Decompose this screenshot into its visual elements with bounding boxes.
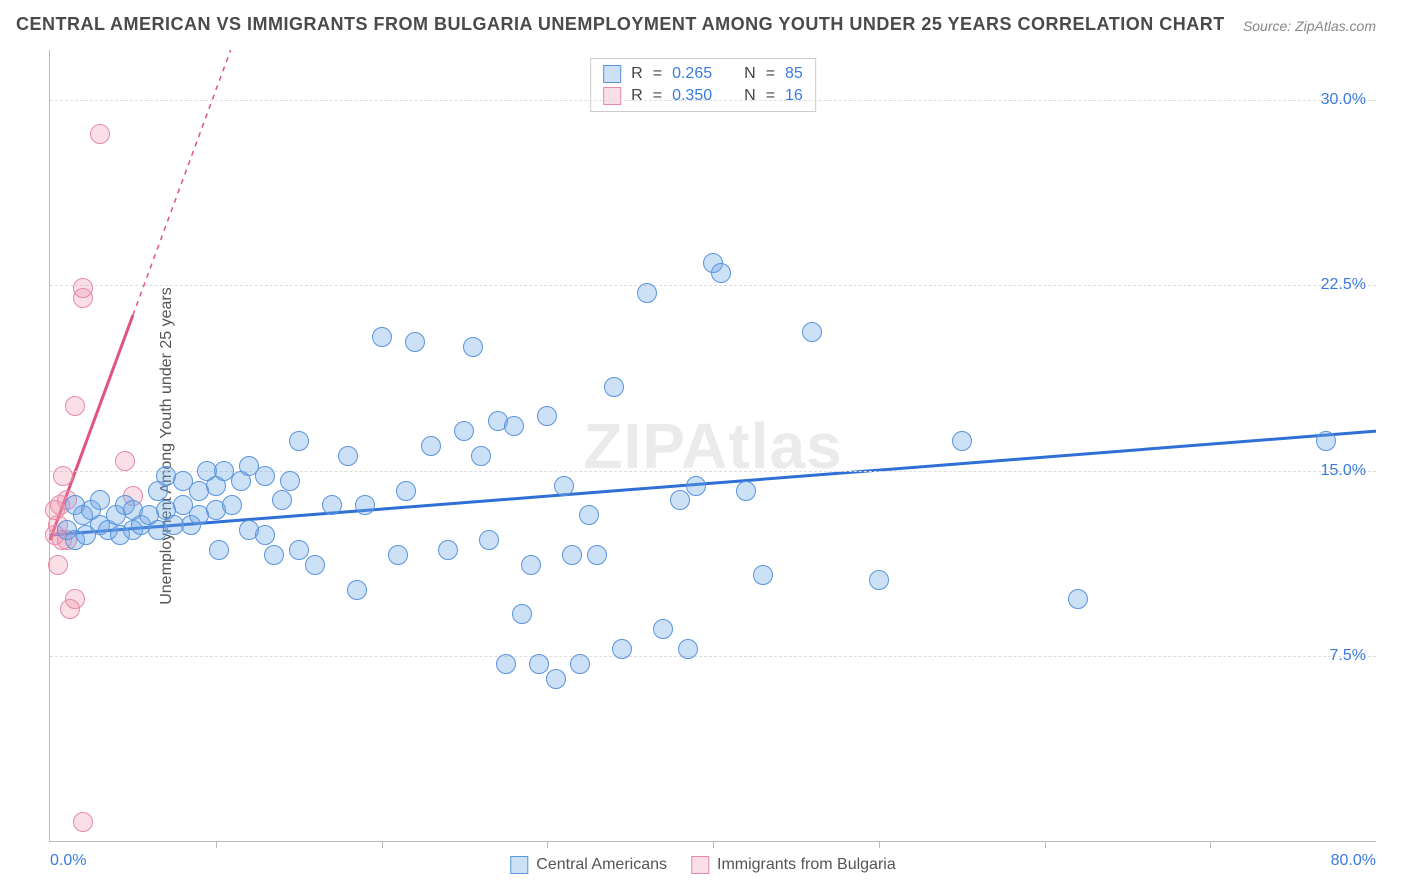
series-legend: Central Americans Immigrants from Bulgar… <box>510 856 895 874</box>
data-point-a <box>686 476 706 496</box>
data-point-a <box>1068 589 1088 609</box>
data-point-a <box>562 545 582 565</box>
data-point-a <box>612 639 632 659</box>
data-point-a <box>802 322 822 342</box>
data-point-a <box>653 619 673 639</box>
source-attribution: Source: ZipAtlas.com <box>1243 18 1376 34</box>
data-point-a <box>570 654 590 674</box>
data-point-a <box>421 436 441 456</box>
data-point-a <box>90 490 110 510</box>
data-point-b <box>65 396 85 416</box>
data-point-a <box>736 481 756 501</box>
data-point-a <box>512 604 532 624</box>
data-point-a <box>637 283 657 303</box>
data-point-a <box>579 505 599 525</box>
x-min-label: 0.0% <box>50 852 86 870</box>
data-point-a <box>209 540 229 560</box>
data-point-a <box>1316 431 1336 451</box>
legend-label-b: Immigrants from Bulgaria <box>717 856 896 874</box>
data-point-a <box>280 471 300 491</box>
data-point-a <box>438 540 458 560</box>
data-point-a <box>255 466 275 486</box>
data-point-a <box>521 555 541 575</box>
swatch-a-bottom <box>510 856 528 874</box>
legend-label-a: Central Americans <box>536 856 667 874</box>
data-point-a <box>952 431 972 451</box>
data-point-a <box>546 669 566 689</box>
data-point-a <box>222 495 242 515</box>
data-point-a <box>264 545 284 565</box>
legend-item-a: Central Americans <box>510 856 667 874</box>
data-point-a <box>587 545 607 565</box>
chart-container: CENTRAL AMERICAN VS IMMIGRANTS FROM BULG… <box>0 0 1406 892</box>
data-point-a <box>670 490 690 510</box>
data-point-a <box>529 654 549 674</box>
data-point-a <box>471 446 491 466</box>
data-point-a <box>454 421 474 441</box>
data-point-b <box>115 451 135 471</box>
data-point-a <box>479 530 499 550</box>
data-point-a <box>405 332 425 352</box>
data-point-a <box>338 446 358 466</box>
data-point-a <box>322 495 342 515</box>
data-point-a <box>753 565 773 585</box>
data-point-a <box>272 490 292 510</box>
x-tick <box>713 842 714 848</box>
data-point-a <box>255 525 275 545</box>
watermark: ZIPAtlas <box>583 409 842 483</box>
data-point-a <box>463 337 483 357</box>
data-point-b <box>48 555 68 575</box>
data-point-a <box>289 540 309 560</box>
data-point-a <box>554 476 574 496</box>
data-point-a <box>604 377 624 397</box>
y-tick-label: 7.5% <box>1330 647 1366 665</box>
swatch-b-bottom <box>691 856 709 874</box>
data-point-a <box>388 545 408 565</box>
data-point-a <box>496 654 516 674</box>
x-tick <box>547 842 548 848</box>
data-point-b <box>65 589 85 609</box>
data-point-a <box>355 495 375 515</box>
chart-title: CENTRAL AMERICAN VS IMMIGRANTS FROM BULG… <box>16 14 1225 35</box>
data-point-a <box>305 555 325 575</box>
gridline <box>50 100 1376 101</box>
y-tick-label: 30.0% <box>1321 91 1366 109</box>
x-max-label: 80.0% <box>1331 852 1376 870</box>
x-tick <box>382 842 383 848</box>
data-point-a <box>537 406 557 426</box>
data-point-a <box>372 327 392 347</box>
x-tick <box>1045 842 1046 848</box>
plot-area: ZIPAtlas <box>50 50 1376 842</box>
data-point-b <box>73 812 93 832</box>
gridline <box>50 656 1376 657</box>
y-tick-label: 15.0% <box>1321 462 1366 480</box>
data-point-b <box>73 278 93 298</box>
x-tick <box>216 842 217 848</box>
data-point-a <box>347 580 367 600</box>
data-point-b <box>90 124 110 144</box>
data-point-b <box>53 466 73 486</box>
data-point-a <box>711 263 731 283</box>
data-point-a <box>396 481 416 501</box>
data-point-a <box>678 639 698 659</box>
legend-item-b: Immigrants from Bulgaria <box>691 856 896 874</box>
y-tick-label: 22.5% <box>1321 276 1366 294</box>
y-axis-line <box>49 50 50 842</box>
x-tick <box>1210 842 1211 848</box>
data-point-a <box>869 570 889 590</box>
x-tick <box>879 842 880 848</box>
data-point-a <box>504 416 524 436</box>
gridline <box>50 285 1376 286</box>
data-point-a <box>289 431 309 451</box>
trend-lines-layer <box>50 50 1376 842</box>
